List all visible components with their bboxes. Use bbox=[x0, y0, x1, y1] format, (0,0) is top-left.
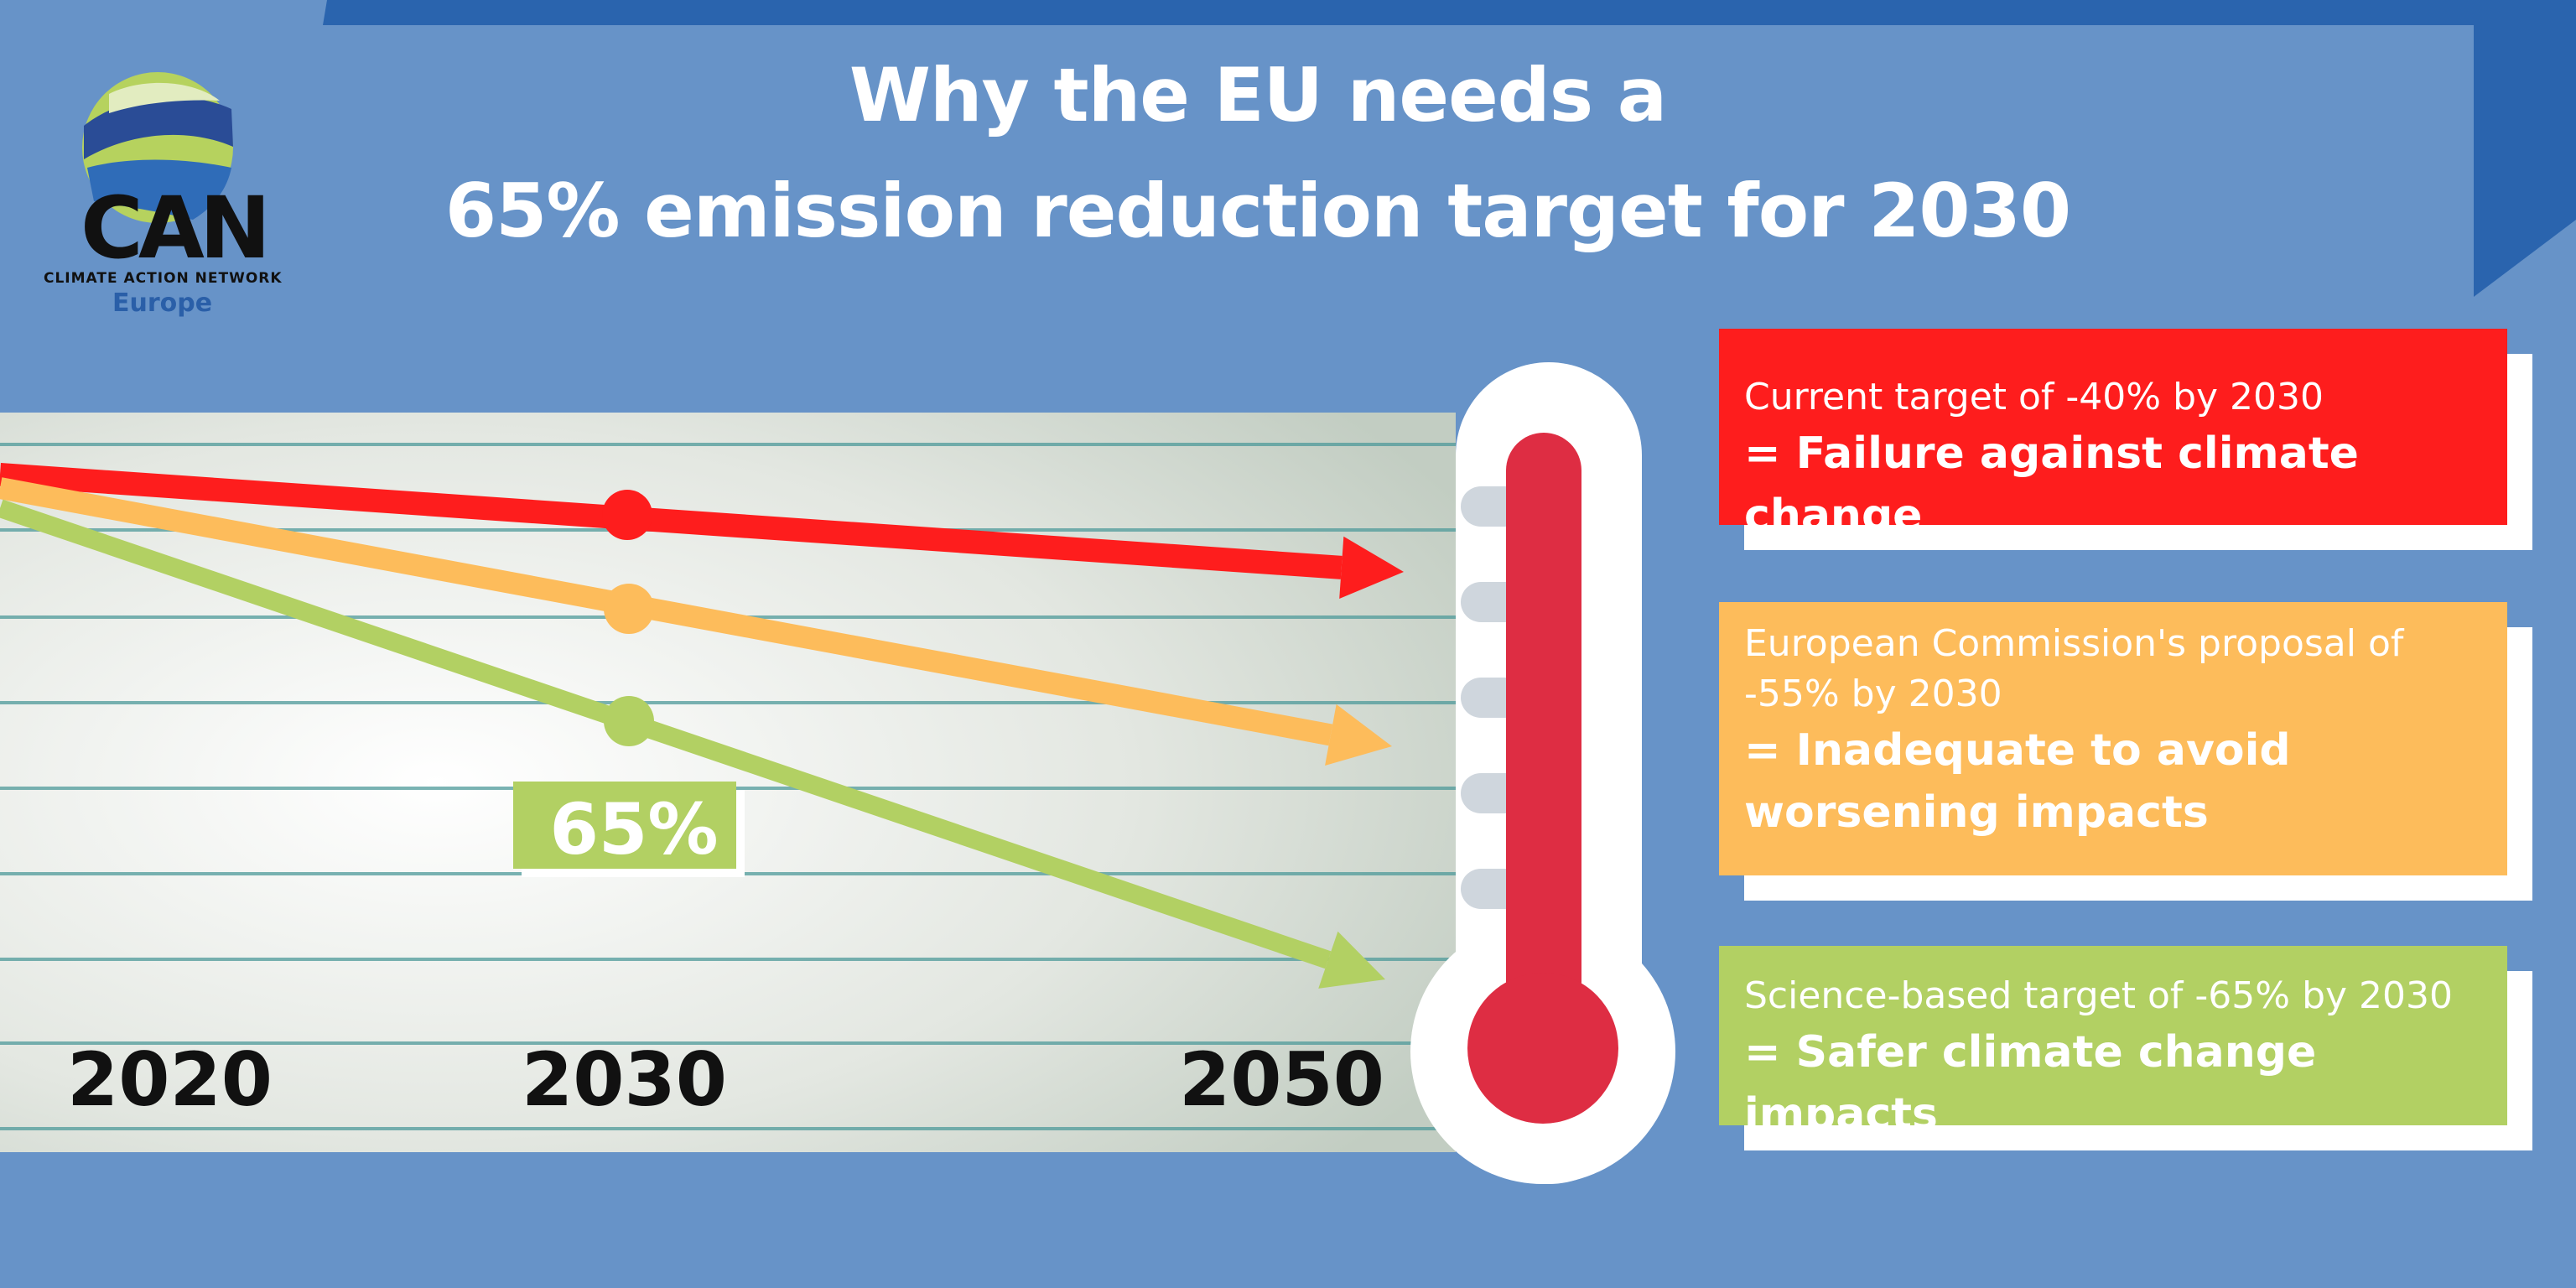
percent-annotation: 65% bbox=[513, 782, 745, 877]
series-point-2030 bbox=[604, 584, 654, 634]
series-point-2030 bbox=[602, 490, 652, 540]
card-science-target: Science-based target of -65% by 2030 = S… bbox=[1719, 946, 2532, 1150]
card-current-target: Current target of -40% by 2030 = Failure… bbox=[1719, 329, 2532, 550]
card-verdict: = Inadequate to avoid worsening impacts bbox=[1744, 725, 2291, 838]
logo-region: Europe bbox=[112, 288, 213, 318]
card-verdict: = Safer climate change impacts bbox=[1744, 1027, 2317, 1140]
title-line-1: Why the EU needs a bbox=[849, 52, 1667, 138]
percent-annotation-text: 65% bbox=[549, 788, 718, 870]
series-arrowhead bbox=[1339, 536, 1404, 599]
card-subtitle: Current target of -40% by 2030 bbox=[1744, 376, 2324, 418]
series-arrowhead bbox=[1318, 931, 1385, 989]
series-point-2030 bbox=[604, 696, 654, 746]
series-line bbox=[0, 499, 1332, 969]
logo-name: CLIMATE ACTION NETWORK bbox=[44, 270, 283, 287]
top-banner bbox=[323, 0, 2541, 25]
thermometer-icon bbox=[1410, 362, 1675, 1184]
series-line bbox=[0, 477, 1333, 746]
logo-abbr: CAN bbox=[80, 179, 271, 278]
x-tick-label: 2050 bbox=[1179, 1036, 1384, 1123]
card-commission-proposal: European Commission's proposal of -55% b… bbox=[1719, 602, 2532, 901]
banner-corner bbox=[2474, 0, 2576, 297]
x-tick-label: 2030 bbox=[522, 1036, 727, 1123]
card-subtitle: European Commission's proposal of -55% b… bbox=[1744, 622, 2404, 715]
chart-series bbox=[0, 463, 1404, 989]
logo-globe-icon bbox=[82, 72, 233, 223]
card-subtitle: Science-based target of -65% by 2030 bbox=[1744, 974, 2454, 1017]
series-arrowhead bbox=[1325, 704, 1392, 766]
series-line bbox=[0, 463, 1343, 579]
card-verdict: = Failure against climate change bbox=[1744, 428, 2359, 541]
title-line-2: 65% emission reduction target for 2030 bbox=[444, 168, 2071, 254]
x-tick-label: 2020 bbox=[67, 1036, 273, 1123]
